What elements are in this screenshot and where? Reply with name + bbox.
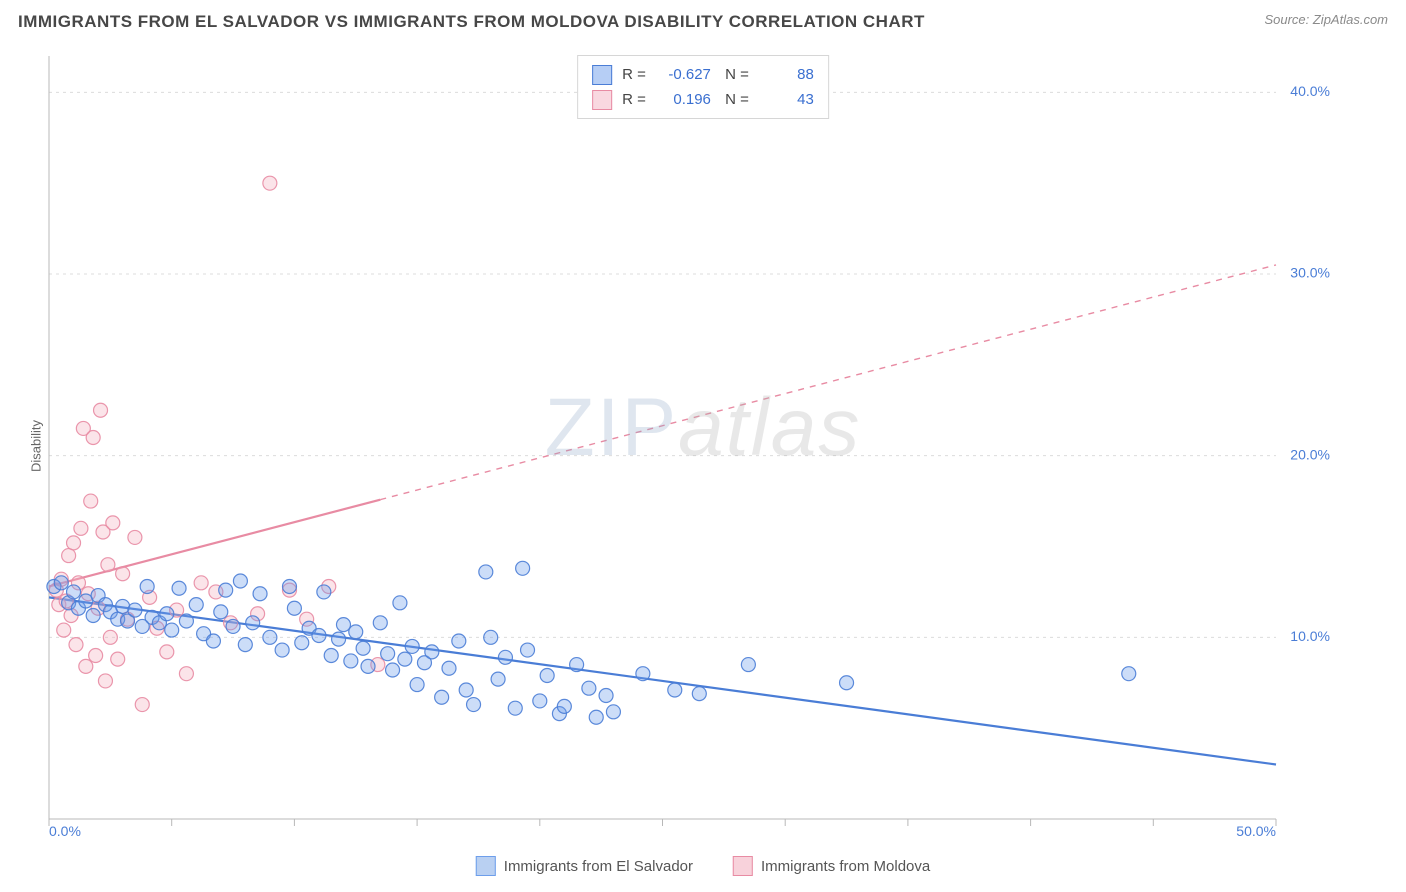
source-label: Source: ZipAtlas.com	[1264, 12, 1388, 27]
svg-text:50.0%: 50.0%	[1236, 823, 1276, 837]
svg-text:10.0%: 10.0%	[1290, 628, 1330, 644]
legend-label-0: Immigrants from El Salvador	[504, 858, 693, 875]
bottom-legend: Immigrants from El Salvador Immigrants f…	[476, 856, 930, 876]
chart-title: IMMIGRANTS FROM EL SALVADOR VS IMMIGRANT…	[18, 12, 925, 32]
r-label: R =	[622, 87, 646, 112]
swatch-bottom-1	[733, 856, 753, 876]
legend-item-0: Immigrants from El Salvador	[476, 856, 693, 876]
svg-text:0.0%: 0.0%	[49, 823, 81, 837]
n-value-1: 43	[759, 87, 814, 112]
chart-area: 10.0% 20.0% 30.0% 40.0% 0.0% 50.0%	[45, 52, 1336, 837]
r-value-1: 0.196	[656, 87, 711, 112]
svg-text:20.0%: 20.0%	[1290, 446, 1330, 462]
stats-legend: R = -0.627 N = 88 R = 0.196 N = 43	[577, 55, 829, 119]
n-label: N =	[721, 87, 749, 112]
legend-item-1: Immigrants from Moldova	[733, 856, 930, 876]
swatch-series-1	[592, 90, 612, 110]
stats-row-1: R = 0.196 N = 43	[592, 87, 814, 112]
r-value-0: -0.627	[656, 62, 711, 87]
svg-text:30.0%: 30.0%	[1290, 265, 1330, 281]
swatch-bottom-0	[476, 856, 496, 876]
stats-row-0: R = -0.627 N = 88	[592, 62, 814, 87]
legend-label-1: Immigrants from Moldova	[761, 858, 930, 875]
swatch-series-0	[592, 65, 612, 85]
r-label: R =	[622, 62, 646, 87]
scatter-plot-svg: 10.0% 20.0% 30.0% 40.0% 0.0% 50.0%	[45, 52, 1336, 837]
y-axis-label: Disability	[29, 420, 44, 472]
svg-text:40.0%: 40.0%	[1290, 83, 1330, 99]
n-value-0: 88	[759, 62, 814, 87]
n-label: N =	[721, 62, 749, 87]
